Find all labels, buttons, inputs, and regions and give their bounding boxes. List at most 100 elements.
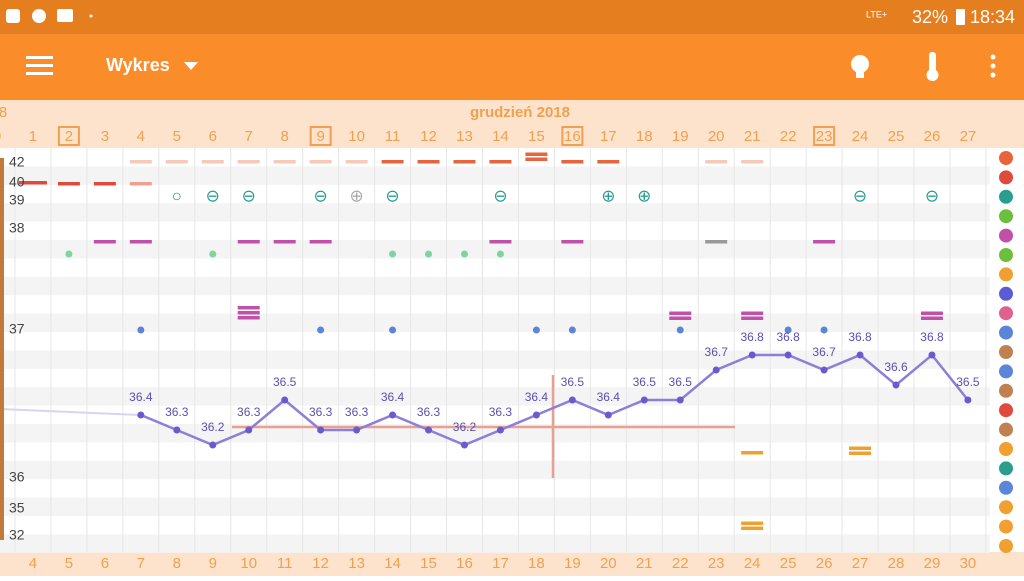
symbol-bar [741, 521, 764, 525]
symbol-bar [237, 306, 260, 310]
symbol-dot [65, 250, 73, 258]
y-label: 40 [9, 174, 25, 190]
side-icon [999, 151, 1013, 165]
date-label: 28 [888, 555, 905, 572]
temperature-point [532, 411, 540, 419]
menu-line [26, 56, 53, 59]
symbol-bar [741, 526, 764, 530]
temperature-point [820, 366, 828, 374]
date-label: 19 [564, 555, 581, 572]
symbol-dot [784, 326, 792, 334]
status-icon [6, 9, 20, 23]
symbol-bar [309, 240, 332, 244]
symbol-bar [669, 316, 692, 320]
temperature-label: 36.7 [705, 345, 729, 359]
date-label: 30 [960, 555, 977, 572]
symbol-dot [676, 326, 684, 334]
date-label: 26 [816, 555, 833, 572]
symbol-bar [849, 451, 872, 455]
temperature-point [389, 411, 397, 419]
symbol-bar [453, 160, 476, 164]
symbol-dot [137, 326, 145, 334]
symbol-dot [532, 326, 540, 334]
view-dropdown[interactable]: Wykres [106, 55, 198, 75]
y-label: 35 [9, 500, 25, 516]
symbol-circle: ⊖ [314, 186, 328, 205]
menu-line [26, 72, 53, 75]
temperature-point [964, 396, 972, 404]
symbol-bar [381, 160, 404, 164]
temperature-point [784, 351, 792, 359]
status-icon [89, 14, 93, 18]
temperature-label: 36.6 [884, 360, 908, 374]
side-icon [999, 228, 1013, 243]
app-title: Wykres [106, 55, 170, 75]
symbol-bar [93, 240, 116, 244]
temperature-label: 36.3 [165, 405, 189, 419]
temperature-label: 36.8 [848, 330, 872, 344]
temperature-point [496, 426, 504, 434]
temperature-label: 36.8 [740, 330, 764, 344]
dot [990, 54, 996, 60]
temperature-label: 36.2 [453, 420, 477, 434]
side-icon [999, 325, 1013, 340]
time: 18:34 [970, 7, 1015, 27]
symbol-bar [705, 160, 728, 164]
temperature-label: 36.5 [669, 375, 693, 389]
cycle-day: 5 [173, 128, 181, 145]
day-box [561, 126, 584, 146]
cycle-day: 26 [924, 128, 941, 145]
cycle-day: 8 [281, 128, 289, 145]
symbol-dot [568, 326, 576, 334]
cycle-day: 9 [316, 128, 324, 145]
symbol-bar [237, 311, 260, 315]
symbol-circle: ⊖ [493, 186, 507, 205]
thermometer-button[interactable] [926, 52, 939, 81]
cycle-day: 27 [960, 128, 977, 145]
side-icon [999, 461, 1013, 476]
symbol-bar [93, 182, 116, 186]
temperature-point [856, 351, 864, 359]
date-label: 14 [384, 555, 401, 572]
y-label: 36 [9, 469, 25, 485]
side-icon [999, 189, 1013, 204]
symbol-circle: ⊕ [349, 186, 363, 205]
symbol-dot [389, 250, 397, 258]
overflow-menu[interactable] [990, 54, 996, 78]
date-label: 7 [137, 555, 145, 572]
tips-button[interactable] [851, 55, 869, 78]
symbol-bar [920, 311, 943, 315]
temperature-point [712, 366, 720, 374]
side-icon [999, 170, 1013, 185]
cycle-day: 7 [245, 128, 253, 145]
symbol-bar [920, 316, 943, 320]
temperature-label: 36.3 [309, 405, 333, 419]
symbol-bar [561, 160, 584, 164]
temperature-label: 36.5 [956, 375, 980, 389]
battery-icon [956, 9, 965, 25]
cycle-day: 18 [636, 128, 653, 145]
chart-header [0, 100, 1024, 148]
symbol-bar [525, 157, 548, 161]
temperature-label: 36.3 [489, 405, 513, 419]
temperature-label: 36.5 [633, 375, 657, 389]
temperature-line [140, 353, 969, 447]
side-icon [999, 383, 1013, 398]
cycle-day: 12 [420, 128, 437, 145]
ruler [0, 158, 4, 540]
date-label: 18 [528, 555, 545, 572]
date-label: 10 [240, 555, 257, 572]
side-icon [999, 364, 1013, 379]
row-stripe [0, 166, 990, 185]
symbol-bar [489, 240, 512, 244]
temperature-point [640, 396, 648, 404]
y-label: 42 [9, 154, 25, 170]
symbol-bar [129, 240, 152, 244]
symbol-bar [417, 160, 440, 164]
symbol-bar [525, 152, 548, 156]
day-box [813, 126, 836, 146]
thermo-icon [929, 52, 936, 72]
symbol-bar [273, 240, 296, 244]
menu-button[interactable] [26, 56, 53, 75]
